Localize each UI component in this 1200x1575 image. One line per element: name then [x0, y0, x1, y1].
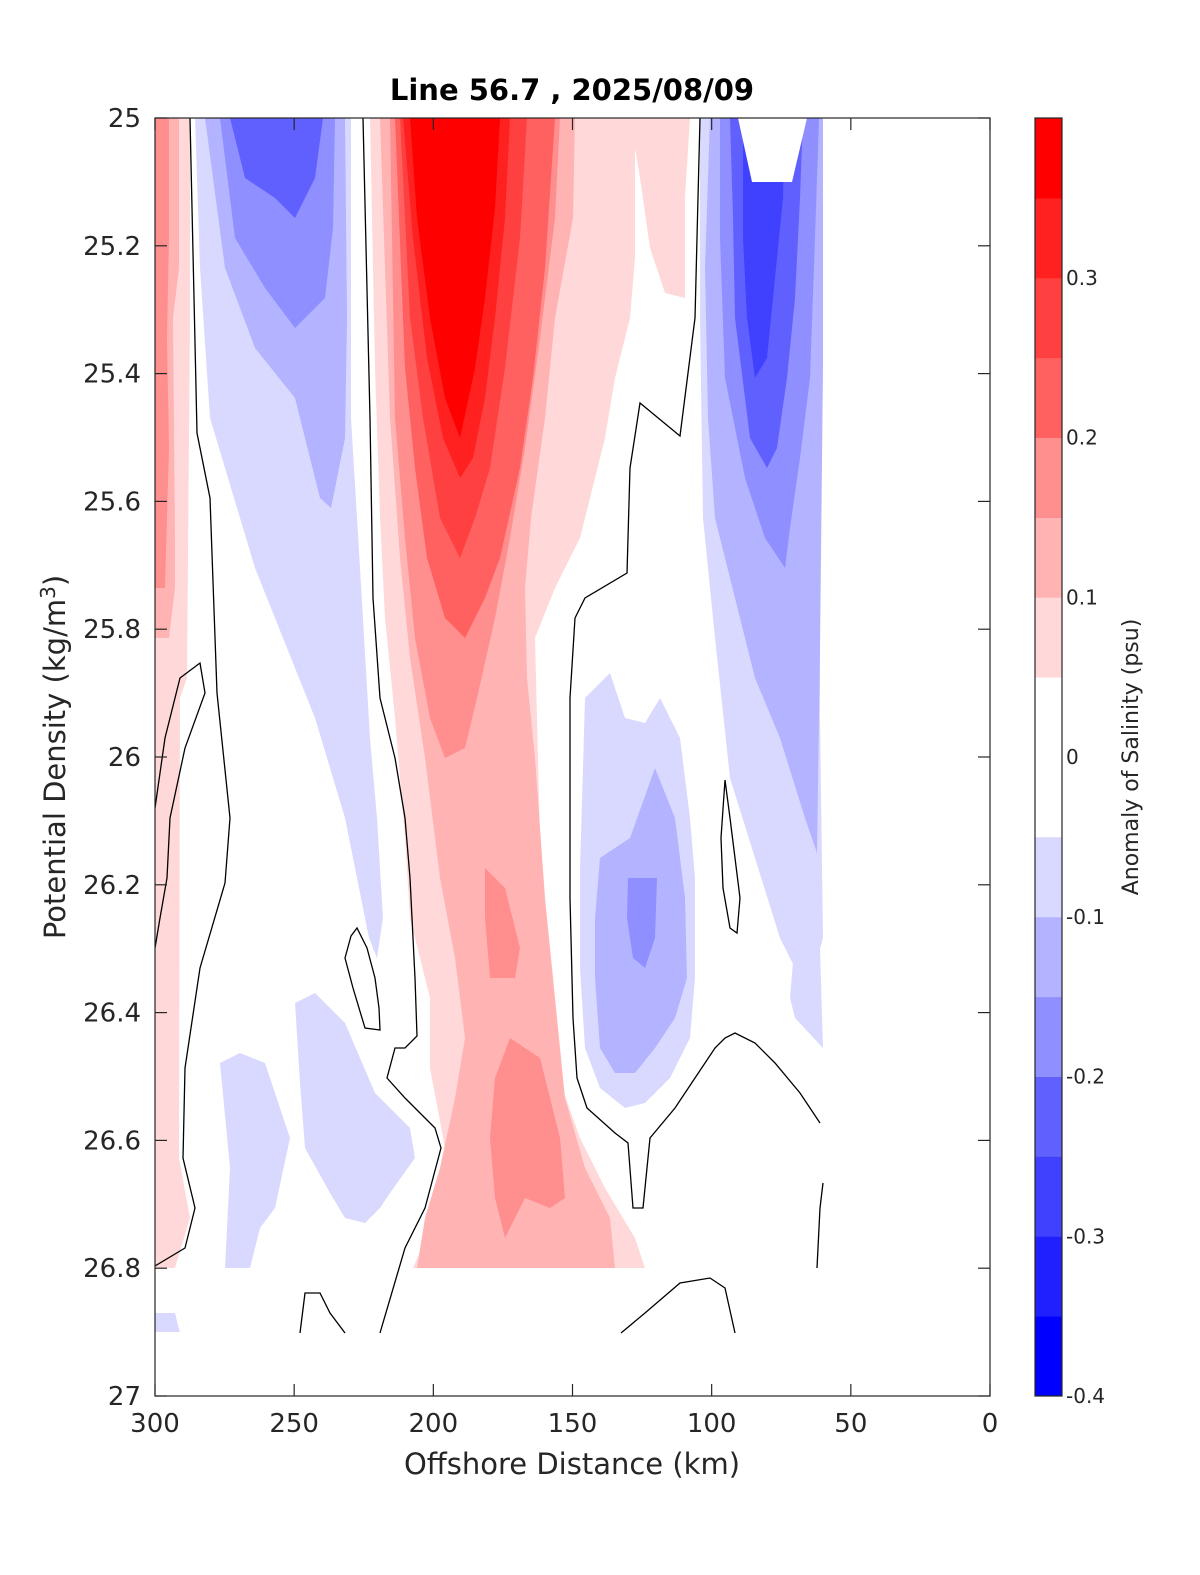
positive-contour-deep-edge	[155, 1108, 177, 1228]
zero-contour-line-8	[299, 1292, 346, 1334]
y-axis-label: Potential Density (kg/m3)	[36, 575, 72, 939]
colorbar-tick-label: 0.2	[1066, 426, 1098, 450]
anomaly-field	[155, 118, 990, 1396]
positive-contour-far-offshore-core	[155, 118, 169, 588]
y-tick-label: 26.4	[83, 999, 141, 1029]
y-axis-label-main: Potential Density (kg/m	[38, 599, 72, 939]
y-tick-label: 26.2	[83, 871, 141, 901]
negative-contour-nearshore-core	[743, 118, 785, 378]
positive-contour-center-3-deep	[485, 868, 520, 978]
x-tick-label: 300	[130, 1409, 180, 1439]
colorbar-tick-label: 0.3	[1066, 266, 1098, 290]
negative-contour-deep-1	[220, 1053, 290, 1268]
colorbar-level	[1035, 197, 1062, 279]
colorbar-tick-label: -0.1	[1066, 905, 1105, 929]
colorbar-level	[1035, 1316, 1062, 1397]
y-tick-label: 26.8	[83, 1254, 141, 1284]
colorbar-level	[1035, 1076, 1062, 1157]
colorbar-level	[1035, 277, 1062, 359]
x-tick-label: 200	[409, 1409, 459, 1439]
negative-contour-nearshore-deep	[790, 938, 823, 1048]
y-tick-label: 25.6	[83, 487, 141, 517]
zero-contour-line-1	[155, 118, 231, 1267]
positive-contour-center-core	[410, 118, 500, 438]
colorbar-level	[1035, 118, 1062, 199]
colorbar-frame	[1034, 117, 1063, 1397]
y-tick-label: 25.4	[83, 360, 141, 390]
zero-contour-line-5	[569, 118, 821, 1209]
no-data-nearshore	[823, 118, 990, 1332]
zero-contour-line-6	[720, 779, 741, 935]
y-axis-label-end: )	[38, 575, 72, 586]
colorbar-tick-label: -0.4	[1066, 1384, 1105, 1408]
colorbar-level	[1035, 597, 1062, 678]
x-tick-label: 250	[269, 1409, 319, 1439]
colorbar-level	[1035, 677, 1062, 838]
positive-contour-nearshore-patch	[630, 118, 690, 298]
y-tick-label: 26.6	[83, 1126, 141, 1156]
colorbar-tick-label: -0.2	[1066, 1065, 1105, 1089]
negative-contour-offshore-inner	[230, 118, 323, 218]
y-tick-label: 27	[108, 1382, 141, 1412]
x-tick-label: 100	[687, 1409, 737, 1439]
colorbar-level	[1035, 1236, 1062, 1317]
y-tick-label: 25.8	[83, 615, 141, 645]
x-axis-label: Offshore Distance (km)	[404, 1447, 740, 1481]
colorbar-level	[1035, 437, 1062, 518]
colorbar-level	[1035, 357, 1062, 438]
chart-title: Line 56.7 , 2025/08/09	[390, 73, 754, 107]
colorbar-tick-label: 0.1	[1066, 585, 1098, 609]
zero-contour-line-2	[155, 661, 206, 949]
zero-contours	[155, 118, 824, 1334]
zero-contour-line-3	[362, 118, 442, 1334]
negative-contour-mid-lens-core	[627, 878, 657, 968]
x-axis: 300 250 200 150 100 50 0	[130, 118, 998, 1439]
positive-contour-center-3-lower	[490, 1038, 565, 1238]
x-tick-label: 150	[548, 1409, 598, 1439]
colorbar-label: Anomaly of Salinity (psu)	[1119, 619, 1144, 896]
colorbar: -0.4 -0.3 -0.2 -0.1 0 0.1 0.2 0.3	[1034, 117, 1105, 1408]
colorbar-level	[1035, 1156, 1062, 1237]
zero-contour-line-7	[620, 1277, 736, 1334]
y-axis: 25 25.2 25.4 25.6 25.8 26 26.2 26.4 26.6 26.8 27	[83, 104, 990, 1412]
colorbar-tick-label: 0	[1066, 745, 1079, 769]
colorbar-level	[1035, 996, 1062, 1077]
x-tick-label: 50	[834, 1409, 867, 1439]
zero-contour-line-4	[344, 926, 381, 1031]
plot-area	[155, 118, 990, 1396]
y-axis-label-sup: 3	[36, 586, 60, 599]
colorbar-level	[1035, 836, 1062, 918]
zero-contour-line-9	[816, 1182, 824, 1269]
y-tick-label: 25.2	[83, 232, 141, 262]
negative-contour-deep-3	[155, 1313, 180, 1333]
negative-contour-deep-2	[295, 993, 415, 1223]
colorbar-tick-label: -0.3	[1066, 1224, 1105, 1248]
x-tick-label: 0	[982, 1409, 999, 1439]
colorbar-level	[1035, 916, 1062, 998]
y-tick-label: 26	[108, 743, 141, 773]
colorbar-level	[1035, 517, 1062, 598]
y-tick-label: 25	[108, 104, 141, 134]
missing-data-notch	[738, 118, 807, 182]
